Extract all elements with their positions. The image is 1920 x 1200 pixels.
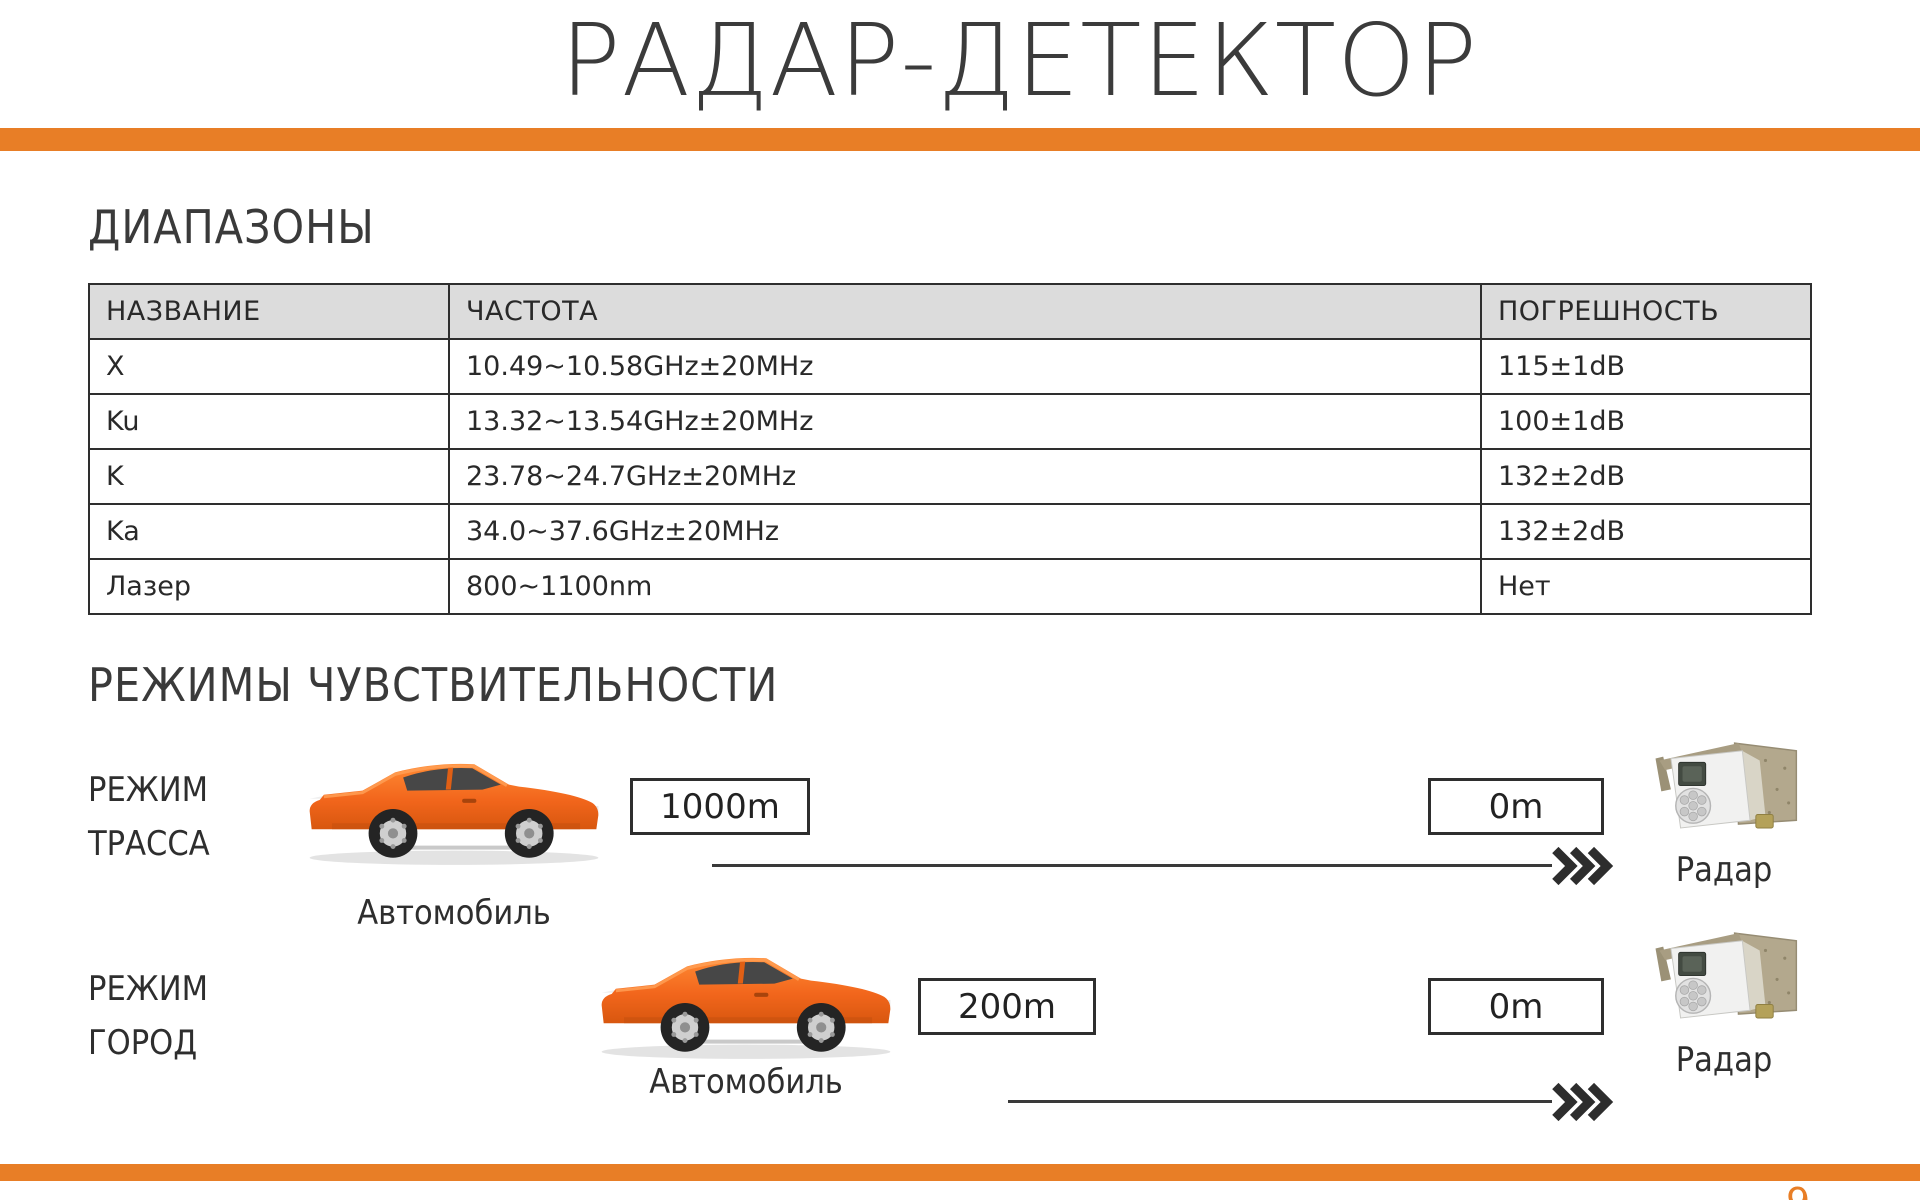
mode-label-line2: ТРАССА: [88, 824, 210, 864]
table-cell: Нет: [1480, 558, 1812, 615]
table-row: Ka 34.0~37.6GHz±20MHz 132±2dB: [88, 503, 1812, 560]
car-image: [601, 957, 891, 1059]
chevron-arrows-icon: [1552, 846, 1614, 886]
table-cell: 132±2dB: [1480, 503, 1812, 560]
column-header-name: НАЗВАНИЕ: [88, 283, 450, 340]
table-cell: K: [88, 448, 450, 505]
table-cell: Ku: [88, 393, 450, 450]
mode-label-line2: ГОРОД: [88, 1023, 198, 1063]
table-cell: 13.32~13.54GHz±20MHz: [448, 393, 1482, 450]
chevron-arrows-icon: [1552, 1082, 1614, 1122]
table-cell: 10.49~10.58GHz±20MHz: [448, 338, 1482, 395]
mode-label-line1: РЕЖИМ: [88, 969, 208, 1009]
distance-line: [1008, 1100, 1552, 1103]
radar-distance-box: 0m: [1428, 778, 1604, 835]
top-accent-bar: [0, 128, 1920, 151]
table-row: Лазер 800~1100nm Нет: [88, 558, 1812, 615]
radar-image: [1655, 932, 1798, 1019]
radar-image: [1655, 742, 1798, 829]
column-header-frequency: ЧАСТОТА: [448, 283, 1482, 340]
mode-label-city: РЕЖИМ ГОРОД: [88, 962, 208, 1070]
table-row: K 23.78~24.7GHz±20MHz 132±2dB: [88, 448, 1812, 505]
table-header-row: НАЗВАНИЕ ЧАСТОТА ПОГРЕШНОСТЬ: [88, 283, 1812, 340]
table-cell: Ka: [88, 503, 450, 560]
table-cell: X: [88, 338, 450, 395]
table-cell: 115±1dB: [1480, 338, 1812, 395]
table-row: Ku 13.32~13.54GHz±20MHz 100±1dB: [88, 393, 1812, 450]
mode-label-line1: РЕЖИМ: [88, 770, 208, 810]
table-cell: Лазер: [88, 558, 450, 615]
detection-distance-box: 1000m: [630, 778, 810, 835]
bands-section-heading: ДИАПАЗОНЫ: [88, 200, 375, 254]
radar-label: Радар: [1675, 850, 1773, 890]
table-cell: 800~1100nm: [448, 558, 1482, 615]
car-label: Автомобиль: [649, 1062, 843, 1102]
bottom-accent-bar: [0, 1164, 1920, 1181]
table-cell: 23.78~24.7GHz±20MHz: [448, 448, 1482, 505]
bands-table: НАЗВАНИЕ ЧАСТОТА ПОГРЕШНОСТЬ X 10.49~10.…: [88, 283, 1812, 615]
radar-label: Радар: [1675, 1040, 1773, 1080]
detection-distance-box: 200m: [918, 978, 1096, 1035]
table-row: X 10.49~10.58GHz±20MHz 115±1dB: [88, 338, 1812, 395]
distance-line: [712, 864, 1552, 867]
table-cell: 132±2dB: [1480, 448, 1812, 505]
radar-distance-box: 0m: [1428, 978, 1604, 1035]
mode-label-highway: РЕЖИМ ТРАССА: [88, 763, 210, 871]
table-cell: 34.0~37.6GHz±20MHz: [448, 503, 1482, 560]
column-header-error: ПОГРЕШНОСТЬ: [1480, 283, 1812, 340]
page-number: 9: [1786, 1180, 1810, 1200]
car-label: Автомобиль: [357, 893, 551, 933]
table-cell: 100±1dB: [1480, 393, 1812, 450]
modes-section-heading: РЕЖИМЫ ЧУВСТВИТЕЛЬНОСТИ: [88, 658, 779, 712]
car-image: [309, 763, 599, 865]
page-title: РАДАР-ДЕТЕКТОР: [560, 2, 1478, 119]
